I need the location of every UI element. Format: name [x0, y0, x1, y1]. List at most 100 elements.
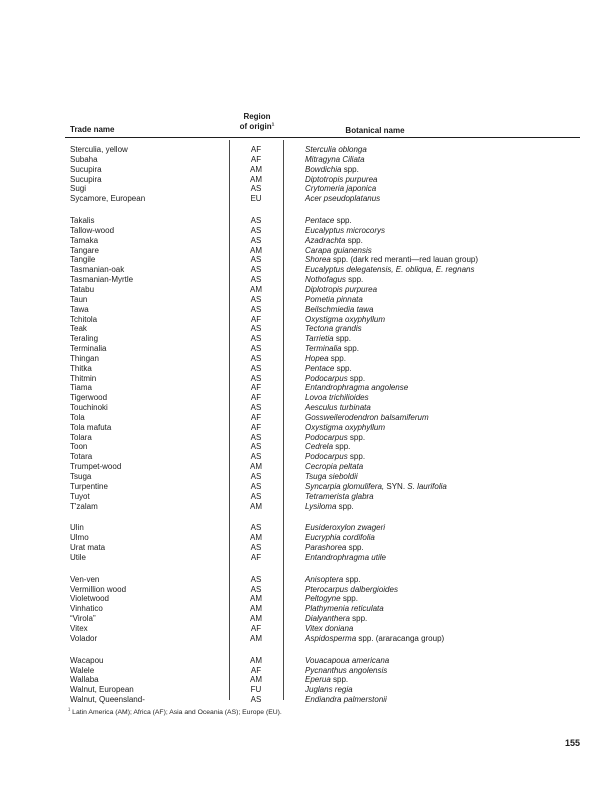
- region-cell: AS: [250, 225, 262, 235]
- botanical-name-cell: Entandrophragma angolense: [305, 383, 409, 393]
- botanical-name-cell: Eucalyptus microcorys: [305, 225, 386, 235]
- region-cell: AS: [250, 574, 262, 584]
- trade-name-cell: Tchitola: [70, 314, 98, 324]
- region-cell: AF: [250, 145, 262, 154]
- region-cell: AS: [250, 452, 262, 462]
- table-row: Subaha AF Mitragyna Ciliata: [65, 155, 580, 165]
- botanical-name-cell: Eusideroxylon zwageri: [305, 523, 386, 533]
- botanical-name-cell: Plathymenia reticulata: [305, 604, 384, 614]
- botanical-name-cell: Diplotropis purpurea: [305, 284, 378, 294]
- botanical-name-cell: Juglans regia: [305, 685, 353, 695]
- region-cell: AM: [250, 675, 262, 685]
- botanical-name-cell: Tsuga sieboldii: [305, 472, 358, 481]
- region-header-line2: of origin1: [239, 122, 275, 131]
- trade-name-cell: Sterculia, yellow: [70, 145, 128, 154]
- botanical-name-cell: Pometia pinnata: [305, 294, 363, 304]
- botanical-name-cell: Mitragyna Ciliata: [305, 154, 365, 164]
- trade-name-cell: “Virola”: [70, 614, 96, 624]
- table-row: Thitmin AS Podocarpus spp.: [65, 374, 580, 384]
- table-row: Tolara AS Podocarpus spp.: [65, 433, 580, 443]
- region-cell: AM: [250, 594, 262, 604]
- botanical-name-cell: Aesculus turbinata: [305, 403, 371, 413]
- region-cell: AF: [250, 393, 262, 403]
- trade-name-cell: Tiama: [70, 383, 92, 393]
- table-row: Teraling AS Tarrietia spp.: [65, 334, 580, 344]
- region-cell: AS: [250, 373, 262, 383]
- trade-name-cell: Urat mata: [70, 543, 106, 553]
- botanical-name-cell: Bowdichia spp.: [305, 164, 359, 174]
- trade-name-cell: Wallaba: [70, 675, 99, 685]
- region-cell: AS: [250, 442, 262, 452]
- trade-name-cell: Thitmin: [70, 373, 97, 383]
- botanical-name-cell: Crytomeria japonica: [305, 184, 377, 194]
- region-cell: AS: [250, 432, 262, 442]
- trade-name-cell: Violetwood: [70, 594, 109, 604]
- region-cell: AF: [250, 665, 262, 675]
- trade-name-cell: Tasmanian-Myrtle: [70, 275, 134, 285]
- trade-name-cell: Ven-ven: [70, 574, 100, 584]
- region-cell: AS: [250, 543, 262, 553]
- trade-name-cell: Tuyot: [70, 491, 90, 501]
- table-row: Tola AF Gossweilerodendron balsamiferum: [65, 413, 580, 423]
- trade-name-cell: Sycamore, European: [70, 194, 146, 204]
- region-cell: AM: [250, 655, 262, 665]
- region-cell: AS: [250, 363, 262, 373]
- trade-name-cell: Vitex: [70, 623, 88, 633]
- trade-name-cell: Walnut, European: [70, 685, 134, 695]
- table-row: Urat mata AS Parashorea spp.: [65, 543, 580, 553]
- botanical-name-cell: Aspidosperma spp. (araracanga group): [305, 633, 445, 643]
- trade-name-cell: Wacapou: [70, 655, 104, 665]
- footnote-mark: 1: [68, 706, 71, 712]
- botanical-name-cell: Pentace spp.: [305, 216, 352, 226]
- region-cell: AM: [250, 462, 262, 472]
- region-cell: FU: [250, 685, 262, 695]
- botanical-name-cell: Carapa guianensis: [305, 245, 372, 255]
- region-cell: AS: [250, 304, 262, 314]
- region-cell: AM: [250, 604, 262, 614]
- trade-name-cell: Vinhatico: [70, 604, 103, 614]
- trade-name-cell: Tsuga: [70, 472, 92, 481]
- trade-name-cell: Tatabu: [70, 284, 95, 294]
- table-row: Walnut, European FU Juglans regia: [65, 685, 580, 695]
- region-cell: AS: [250, 695, 262, 705]
- region-cell: EU: [250, 194, 262, 204]
- botanical-name-cell: Lysiloma spp.: [305, 501, 354, 511]
- footnote-text: Latin America (AM); Africa (AF); Asia an…: [72, 709, 282, 716]
- trade-name-cell: Turpentine: [70, 481, 108, 491]
- botanical-name-cell: Tetramerista glabra: [305, 491, 374, 501]
- botanical-name-cell: Beilschmiedia tawa: [305, 304, 374, 314]
- column-header-botanical-name: Botanical name: [345, 126, 405, 135]
- table-row: Tuyot AS Tetramerista glabra: [65, 492, 580, 502]
- region-cell: AF: [250, 383, 262, 393]
- table-row: Sycamore, European EU Acer pseudoplatanus: [65, 194, 580, 204]
- botanical-name-cell: Hopea spp.: [305, 353, 346, 363]
- table-group: Wacapou AM Vouacapoua americana Walele AF Pyc…: [65, 656, 580, 705]
- trade-name-cell: Taun: [70, 294, 88, 304]
- region-cell: AS: [250, 255, 262, 265]
- region-cell: AM: [250, 284, 262, 294]
- botanical-name-cell: Podocarpus spp.: [305, 432, 366, 442]
- table-row: Walnut, Queensland- AS Endiandra palmersto…: [65, 695, 580, 705]
- trade-name-cell: Teak: [70, 324, 87, 334]
- region-cell: AM: [250, 245, 262, 255]
- trade-name-cell: Toon: [70, 442, 88, 452]
- region-cell: AS: [250, 265, 262, 275]
- table-row: Turpentine AS Syncarpia glomulifera, SYN. …: [65, 482, 580, 492]
- trade-name-cell: Subaha: [70, 154, 98, 164]
- column-divider-right: [283, 140, 284, 700]
- trade-name-cell: Terminalia: [70, 344, 107, 354]
- botanical-name-cell: Tectona grandis: [305, 324, 362, 334]
- table-row: Tasmanian-Myrtle AS Nothofagus spp.: [65, 275, 580, 285]
- region-cell: AF: [250, 422, 262, 432]
- region-cell: AS: [250, 472, 262, 481]
- table-row: Trumpet-wood AM Cecropia peltata: [65, 462, 580, 472]
- botanical-name-cell: Oxystigma oxyphyllum: [305, 314, 386, 324]
- region-cell: AM: [250, 501, 262, 511]
- trade-name-cell: Tawa: [70, 304, 89, 314]
- botanical-name-cell: Sterculia oblonga: [305, 145, 367, 154]
- table-row: Wallaba AM Eperua spp.: [65, 675, 580, 685]
- trade-name-cell: Tigerwood: [70, 393, 108, 403]
- table-row: Tamaka AS Azadrachta spp.: [65, 236, 580, 246]
- trade-name-cell: Tangile: [70, 255, 96, 265]
